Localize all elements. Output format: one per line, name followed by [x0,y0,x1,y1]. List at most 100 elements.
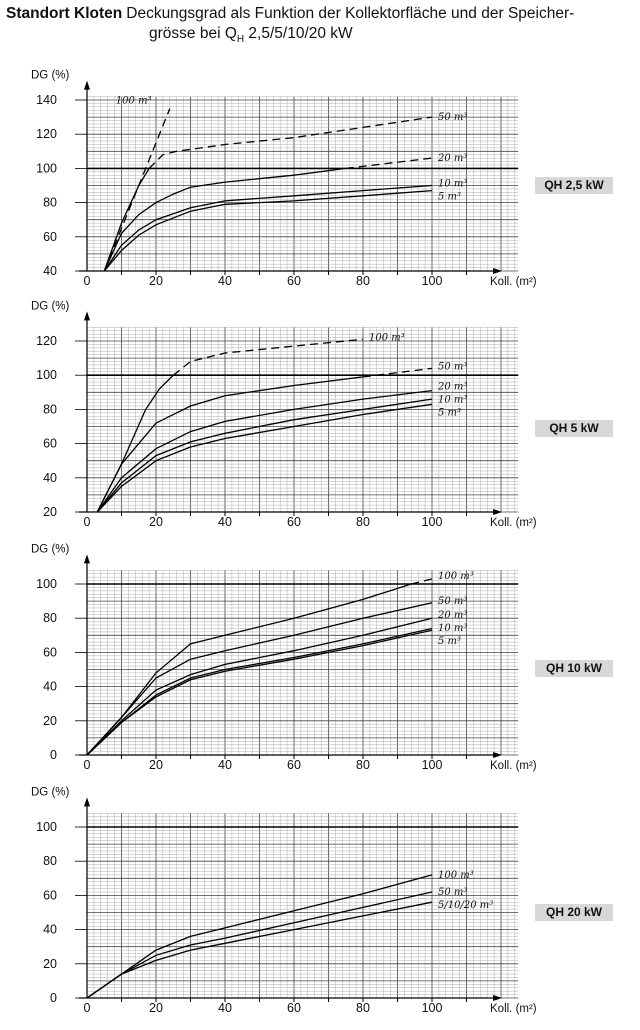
series-100-m--line-dashed [411,578,433,585]
x-tick-label: 0 [84,274,91,288]
series-100-m--line-dashed [172,338,364,376]
title-line-2-rest: 2,5/5/10/20 kW [244,25,353,42]
y-tick-label: 80 [43,402,57,416]
qh-label-10kw: QH 10 kW [535,660,613,677]
y-tick-label: 60 [43,230,57,244]
x-axis-arrow-icon [493,752,503,758]
series-50-m--line-dashed [362,367,433,378]
x-tick-label: 100 [422,758,443,772]
y-tick-label: 20 [43,957,57,971]
y-axis-arrow-icon [84,80,90,90]
title-line-1: Deckungsgrad als Funktion der Kollektorf… [126,5,575,22]
y-tick-label: 20 [43,505,57,519]
title-subscript: H [236,34,245,46]
series-5-m--label: 5 m³ [438,192,461,203]
y-axis-arrow-icon [84,554,90,564]
y-tick-label: 100 [36,368,57,382]
x-axis-label: Koll. (m²) [490,517,537,529]
x-tick-label: 0 [84,1001,91,1015]
y-tick-label: 60 [43,645,57,659]
x-tick-label: 60 [287,274,301,288]
x-tick-label: 20 [149,758,163,772]
series-50-m--label: 50 m³ [438,596,467,607]
x-tick-label: 100 [422,274,443,288]
y-tick-label: 20 [43,714,57,728]
y-tick-label: 100 [36,161,57,175]
series-50-m--line [86,602,433,756]
series-50-m--label: 50 m³ [438,361,467,372]
series-5-m--label: 5 m³ [438,408,461,419]
y-tick-label: 40 [43,680,57,694]
x-tick-label: 40 [218,758,232,772]
y-axis-arrow-icon [84,311,90,321]
page-title: Standort Kloten Deckungsgrad als Funktion… [6,4,575,45]
y-tick-label: 40 [43,923,57,937]
y-tick-label: 60 [43,888,57,902]
title-line-2-text: grösse bei Q [149,25,237,42]
x-tick-label: 100 [422,515,443,529]
y-tick-label: 100 [36,577,57,591]
series-50-m--line-dashed [148,116,433,169]
x-tick-label: 60 [287,515,301,529]
y-tick-label: 140 [36,93,57,107]
y-axis-label: DG (%) [31,786,70,798]
y-tick-label: 80 [43,854,57,868]
series-100-m--label: 100 m³ [438,571,474,582]
title-line-2: grösse bei QH 2,5/5/10/20 kW [149,24,353,50]
series-20-m--label: 20 m³ [437,382,467,393]
x-tick-label: 60 [287,758,301,772]
series-50-m--label: 50 m³ [438,887,467,898]
x-tick-label: 60 [287,1001,301,1015]
x-axis-arrow-icon [493,995,503,1001]
x-tick-label: 40 [218,515,232,529]
qh-label-5kw: QH 5 kW [535,420,613,437]
grid [86,327,519,513]
series-20-m--line [96,389,433,513]
y-tick-label: 80 [43,196,57,210]
x-axis-label: Koll. (m²) [490,760,537,772]
x-tick-label: 20 [149,274,163,288]
series-5-10-20-m--line [86,901,433,999]
chart-1: DG (%) Koll. (m²) 0 20 40 60 80 100 20 40 60 80 100 1… [31,300,537,529]
y-tick-label: 80 [43,611,57,625]
series-50-m--line [103,168,150,272]
series-10-m--line [103,184,433,272]
x-tick-label: 40 [218,274,232,288]
y-tick-label: 40 [43,471,57,485]
series-100-m--label: 100 m³ [116,96,152,107]
y-axis-arrow-icon [84,797,90,807]
grid [86,570,519,756]
series-100-m--line [86,874,433,999]
series-5-10-20-m--label: 5/10/20 m³ [438,900,493,911]
x-axis-label: Koll. (m²) [490,1003,537,1015]
series-20-m--label: 20 m³ [437,610,467,621]
x-axis-label: Koll. (m²) [490,276,537,288]
title-location: Standort Kloten [6,5,123,22]
y-tick-label: 40 [43,264,57,278]
y-tick-label: 120 [36,127,57,141]
series-20-m--line-dashed [345,157,433,170]
y-tick-label: 0 [50,991,57,1005]
x-axis-arrow-icon [493,509,503,515]
x-tick-label: 80 [356,1001,370,1015]
qh-label-20kw: QH 20 kW [535,904,613,921]
series-20-m--label: 20 m³ [437,153,467,164]
x-tick-label: 0 [84,515,91,529]
x-tick-label: 100 [422,1001,443,1015]
series-10-m--label: 10 m³ [438,623,467,634]
x-tick-label: 0 [84,758,91,772]
qh-label-2-5kw: QH 2,5 kW [535,177,613,194]
x-tick-label: 20 [149,515,163,529]
chart-0: DG (%) Koll. (m²) 0 20 40 60 80 100 40 60 80 100 120… [31,70,537,288]
y-axis-label: DG (%) [31,543,70,555]
x-tick-label: 20 [149,1001,163,1015]
series-10-m--label: 10 m³ [438,395,467,406]
y-axis-label: DG (%) [31,300,70,312]
series-50-m--label: 50 m³ [438,112,467,123]
chart-2: DG (%) Koll. (m²) 0 20 40 60 80 100 0 20 40 60 80 100… [31,543,537,772]
chart-3: DG (%) Koll. (m²) 0 20 40 60 80 100 0 20 40 60 80 100… [31,786,537,1015]
series-50-m--line [96,376,364,513]
series-5-m--line [103,189,433,272]
y-tick-label: 100 [36,820,57,834]
